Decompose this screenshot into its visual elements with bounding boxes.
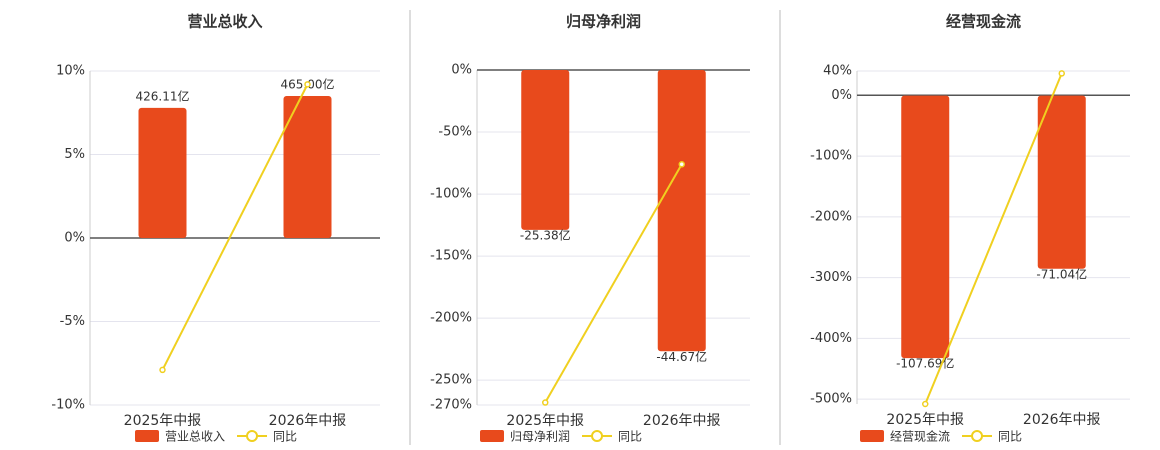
legend-label: 归母净利润 <box>510 430 570 444</box>
bar <box>901 95 950 359</box>
x-tick-label: 2026年中报 <box>643 413 721 429</box>
legend-marker <box>971 430 984 442</box>
data-label: -107.69亿 <box>896 356 954 371</box>
legend-marker <box>246 430 259 442</box>
bar <box>283 96 332 239</box>
x-tick-label: 2025年中报 <box>886 412 964 428</box>
data-label: -25.38亿 <box>520 227 571 242</box>
y-tick-label: -10% <box>51 398 85 413</box>
y-tick-label: 40% <box>823 64 852 79</box>
x-tick-label: 2026年中报 <box>1023 412 1101 428</box>
y-tick-label: 10% <box>56 64 85 79</box>
data-label: 426.11亿 <box>136 88 190 103</box>
line-point <box>1058 70 1065 77</box>
bar <box>657 70 706 352</box>
legend-swatch <box>135 430 159 442</box>
legend-label: 同比 <box>618 430 642 444</box>
line <box>924 73 1063 405</box>
line <box>544 163 683 404</box>
y-tick-label: -270% <box>430 398 472 413</box>
y-tick-label: -400% <box>810 331 852 346</box>
y-tick-label: -300% <box>810 270 852 285</box>
y-tick-label: 0% <box>451 63 472 78</box>
bar <box>138 107 187 238</box>
y-tick-label: -50% <box>438 125 472 140</box>
y-tick-label: 0% <box>831 88 852 103</box>
y-tick-label: -5% <box>60 314 85 329</box>
legend-swatch <box>860 430 884 442</box>
chart-title: 归母净利润 <box>566 13 641 31</box>
line-point <box>678 161 685 168</box>
line <box>161 83 309 371</box>
y-tick-label: 0% <box>64 231 85 246</box>
chart-title: 营业总收入 <box>187 13 262 31</box>
legend-label: 经营现金流 <box>890 429 950 444</box>
y-tick-label: -100% <box>430 187 472 202</box>
data-label: -44.67亿 <box>656 349 707 364</box>
line-point <box>542 399 549 406</box>
y-tick-label: -250% <box>430 373 472 388</box>
line-point <box>922 400 929 408</box>
legend-marker <box>591 430 604 442</box>
x-tick-label: 2026年中报 <box>269 413 347 429</box>
y-tick-label: -150% <box>430 249 472 264</box>
x-tick-label: 2025年中报 <box>506 413 584 429</box>
legend-label: 营业总收入 <box>165 430 225 444</box>
legend-swatch <box>480 430 504 442</box>
line-point <box>159 366 166 374</box>
x-tick-label: 2025年中报 <box>124 413 202 429</box>
legend-label: 同比 <box>998 430 1022 444</box>
y-tick-label: 5% <box>64 147 85 162</box>
y-tick-label: -200% <box>430 311 472 326</box>
line-point <box>304 81 311 88</box>
y-tick-label: -500% <box>810 392 852 407</box>
y-tick-label: -200% <box>810 209 852 224</box>
y-tick-label: -100% <box>810 149 852 164</box>
bar <box>521 70 570 230</box>
data-label: -71.04亿 <box>1036 266 1087 281</box>
legend-label: 同比 <box>273 430 297 444</box>
chart-title: 经营现金流 <box>946 13 1021 31</box>
bar <box>1037 95 1086 269</box>
